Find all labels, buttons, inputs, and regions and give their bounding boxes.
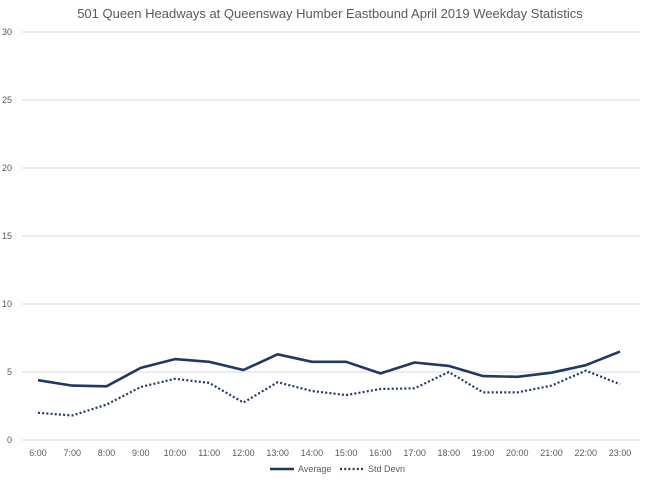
- x-tick-label: 7:00: [63, 448, 81, 458]
- x-tick-label: 6:00: [29, 448, 47, 458]
- x-tick-label: 22:00: [574, 448, 597, 458]
- x-tick-label: 18:00: [438, 448, 461, 458]
- y-axis-ticks: 0 5 10 15 20 25 30: [2, 27, 12, 445]
- y-tick-label: 15: [2, 231, 12, 241]
- legend-label: Std Devn: [368, 464, 405, 474]
- legend-label: Average: [298, 464, 331, 474]
- x-tick-label: 19:00: [472, 448, 495, 458]
- y-tick-label: 0: [7, 435, 12, 445]
- y-tick-label: 20: [2, 163, 12, 173]
- x-tick-label: 9:00: [132, 448, 150, 458]
- x-tick-label: 23:00: [609, 448, 632, 458]
- x-tick-label: 11:00: [198, 448, 220, 458]
- y-tick-label: 25: [2, 95, 12, 105]
- x-axis-ticks: 6:00 7:00 8:00 9:00 10:00 11:00 12:00 13:00 14:0…: [29, 448, 631, 458]
- y-tick-label: 30: [2, 27, 12, 37]
- x-tick-label: 13:00: [266, 448, 289, 458]
- series-lines: [37, 350, 621, 417]
- legend: Average Std Devn: [270, 464, 405, 474]
- series-line-average: [37, 350, 621, 388]
- y-tick-label: 5: [7, 367, 12, 377]
- x-tick-label: 16:00: [369, 448, 392, 458]
- y-tick-label: 10: [2, 299, 12, 309]
- gridlines: [22, 31, 640, 441]
- series-line-std-devn: [37, 369, 621, 417]
- x-tick-label: 17:00: [403, 448, 426, 458]
- x-tick-label: 21:00: [540, 448, 563, 458]
- chart-title: 501 Queen Headways at Queensway Humber E…: [77, 6, 583, 21]
- x-tick-label: 12:00: [232, 448, 255, 458]
- x-tick-label: 10:00: [164, 448, 187, 458]
- x-tick-label: 8:00: [98, 448, 116, 458]
- x-tick-label: 14:00: [301, 448, 324, 458]
- x-tick-label: 15:00: [335, 448, 358, 458]
- x-tick-label: 20:00: [506, 448, 529, 458]
